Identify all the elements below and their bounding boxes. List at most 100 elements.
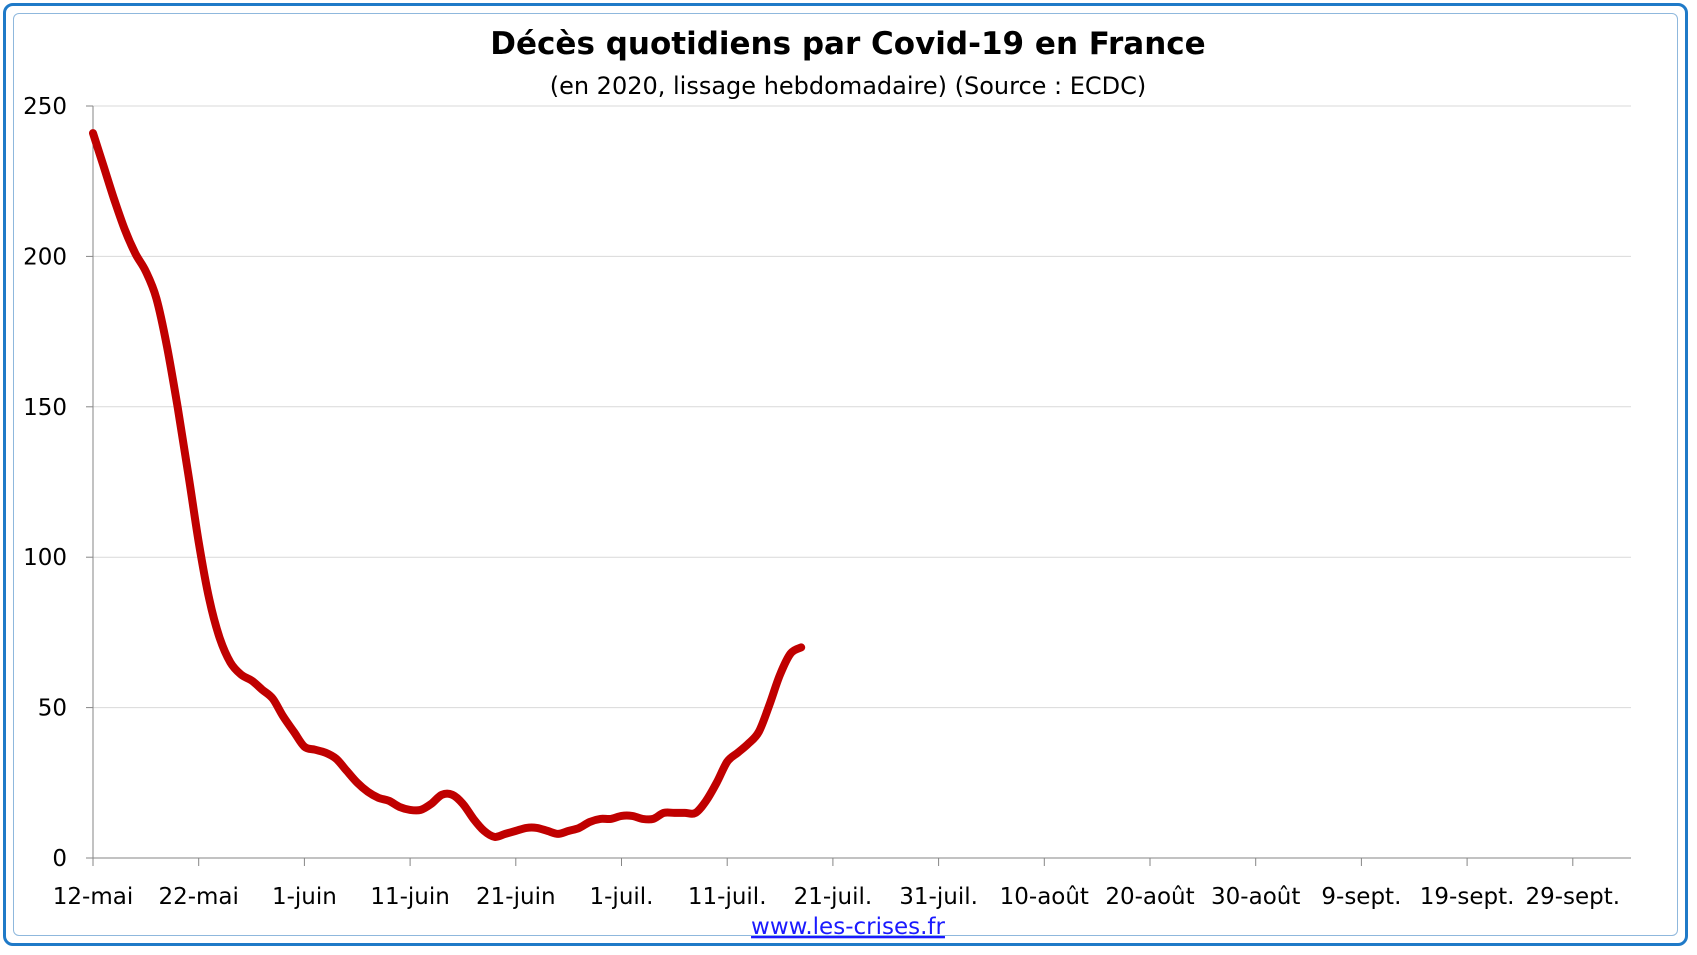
data-point [143, 268, 149, 274]
data-point [132, 250, 138, 256]
data-point [439, 792, 445, 798]
y-axis-tick-labels: 0 50 100 150 200 250 [23, 94, 67, 872]
data-point [122, 226, 128, 232]
data-point [386, 798, 392, 804]
data-point [301, 744, 307, 750]
axes [86, 105, 1631, 866]
data-point [703, 798, 709, 804]
chart-frame [3, 3, 1688, 946]
x-tick-label: 21-juil. [794, 884, 873, 910]
data-point [682, 810, 688, 816]
data-point [259, 687, 265, 693]
x-tick-label: 10-août [1000, 884, 1089, 910]
y-tick-label: 50 [38, 696, 67, 722]
data-point [333, 756, 339, 762]
data-point [693, 810, 699, 816]
data-point [217, 635, 223, 641]
x-tick-label: 12-mai [53, 884, 133, 910]
data-point [756, 729, 762, 735]
x-tick-label: 9-sept. [1321, 884, 1401, 910]
y-tick-label: 0 [52, 846, 67, 872]
chart-subtitle: (en 2020, lissage hebdomadaire) (Source … [550, 72, 1147, 100]
data-point [206, 596, 212, 602]
chart-title: Décès quotidiens par Covid-19 en France [490, 26, 1205, 62]
data-point [375, 795, 381, 801]
x-tick-label: 29-sept. [1525, 884, 1620, 910]
x-tick-label: 22-mai [158, 884, 238, 910]
data-point [90, 130, 96, 136]
data-point [164, 344, 170, 350]
data-point [671, 810, 677, 816]
data-point [523, 825, 529, 831]
data-point [587, 819, 593, 825]
data-point [185, 470, 191, 476]
data-point [407, 807, 413, 813]
x-tick-label: 19-sept. [1420, 884, 1515, 910]
data-point [566, 828, 572, 834]
x-tick-label: 21-juin [476, 884, 556, 910]
data-point [735, 750, 741, 756]
data-point [745, 741, 751, 747]
series-layer [89, 129, 806, 841]
data-point [640, 816, 646, 822]
y-tick-label: 200 [23, 244, 67, 270]
data-point [502, 831, 508, 837]
data-point [280, 714, 286, 720]
data-point [344, 768, 350, 774]
data-point [111, 196, 117, 202]
data-point [798, 644, 804, 650]
x-tick-label: 11-juil. [688, 884, 767, 910]
data-point [513, 828, 519, 834]
data-point [101, 163, 107, 169]
data-point [576, 825, 582, 831]
data-point [460, 801, 466, 807]
data-point [534, 825, 540, 831]
data-point [397, 804, 403, 810]
chart-frame-inner-border [13, 13, 1678, 936]
y-tick-label: 100 [23, 545, 67, 571]
data-point [428, 801, 434, 807]
data-point [227, 660, 233, 666]
gridlines [93, 105, 1631, 709]
data-point [249, 678, 255, 684]
series-line-daily-deaths [89, 129, 806, 841]
data-point [608, 816, 614, 822]
data-point [481, 828, 487, 834]
data-point [714, 780, 720, 786]
data-point [270, 696, 276, 702]
data-point [323, 750, 329, 756]
data-point [365, 789, 371, 795]
data-point [175, 404, 181, 410]
data-point [196, 539, 202, 545]
data-point [449, 792, 455, 798]
x-tick-label: 11-juin [370, 884, 450, 910]
x-axis-tick-labels: 12-mai 22-mai 1-juin 11-juin 21-juin 1-juil. 1… [53, 884, 1620, 910]
data-point [597, 816, 603, 822]
x-tick-label: 1-juil. [590, 884, 654, 910]
data-point [788, 651, 794, 657]
data-point [354, 780, 360, 786]
data-point [777, 672, 783, 678]
data-point [238, 672, 244, 678]
x-tick-label: 1-juin [272, 884, 337, 910]
source-link[interactable]: www.les-crises.fr [751, 914, 945, 940]
data-point [545, 828, 551, 834]
data-point [291, 729, 297, 735]
data-point [619, 813, 625, 819]
data-point [629, 813, 635, 819]
data-point [767, 702, 773, 708]
data-point [153, 296, 159, 302]
data-point [312, 747, 318, 753]
data-point [555, 831, 561, 837]
y-tick-label: 150 [23, 395, 67, 421]
data-point [724, 759, 730, 765]
data-point [471, 816, 477, 822]
x-tick-label: 30-août [1211, 884, 1300, 910]
x-tick-label: 31-juil. [899, 884, 978, 910]
data-point [418, 807, 424, 813]
data-point [650, 816, 656, 822]
x-tick-label: 20-août [1105, 884, 1194, 910]
y-tick-label: 250 [23, 94, 67, 120]
data-point [661, 810, 667, 816]
